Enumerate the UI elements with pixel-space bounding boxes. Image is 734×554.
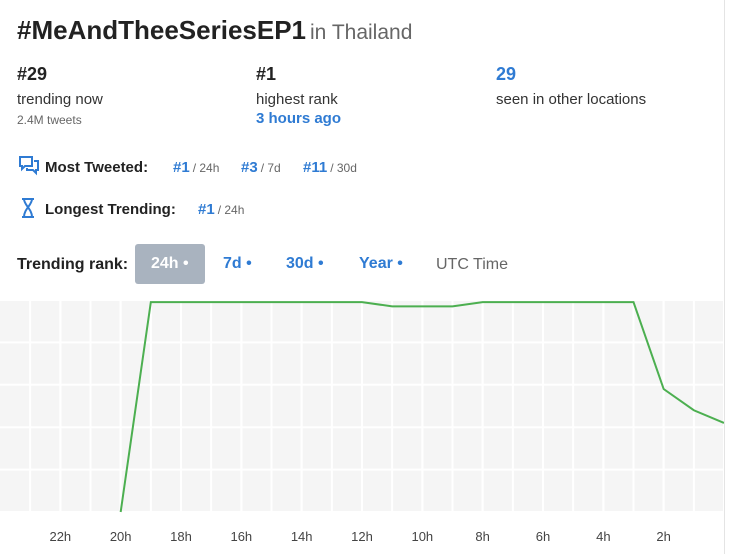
- period: / 7d: [260, 161, 281, 175]
- rank[interactable]: #1: [173, 159, 190, 176]
- trending-rank-label: Trending rank:: [17, 256, 129, 273]
- x-tick-label: 10h: [411, 529, 433, 544]
- rank-item[interactable]: #1/ 24h: [198, 201, 244, 219]
- x-tick-label: 22h: [49, 529, 71, 544]
- rank-line: [119, 301, 725, 513]
- stat-label: seen in other locations: [496, 91, 647, 108]
- rank-tab[interactable]: 7d •: [223, 255, 252, 272]
- x-tick-label: 6h: [536, 529, 550, 544]
- stat-label: highest rank: [256, 91, 338, 108]
- rank-tab[interactable]: Year •: [359, 255, 403, 272]
- timezone[interactable]: UTC Time: [436, 256, 508, 273]
- rank[interactable]: #3: [241, 159, 258, 176]
- longest-trending-label: Longest Trending:: [45, 201, 176, 218]
- hourglass-icon: [22, 198, 34, 218]
- rank[interactable]: #1: [198, 201, 215, 218]
- stat-detail: 2.4M tweets: [17, 113, 82, 127]
- period: / 24h: [217, 203, 245, 217]
- x-tick-label: 20h: [110, 529, 132, 544]
- rank-item[interactable]: #3/ 7d: [241, 159, 281, 177]
- hashtag-title: #MeAndTheeSeriesEP1 in Thailand: [17, 15, 412, 46]
- stat-value[interactable]: 29: [496, 64, 517, 84]
- tweet-icon: [19, 156, 39, 176]
- x-tick-label: 4h: [596, 529, 610, 544]
- rank-tab[interactable]: 24h •: [135, 244, 205, 284]
- x-tick-label: 16h: [230, 529, 252, 544]
- location: in Thailand: [310, 21, 413, 44]
- x-tick-label: 8h: [475, 529, 489, 544]
- rank[interactable]: #11: [303, 159, 328, 176]
- period: / 24h: [192, 161, 220, 175]
- stat-value: #29: [17, 64, 48, 84]
- rank-item[interactable]: #1/ 24h: [173, 159, 219, 177]
- stat-detail[interactable]: 3 hours ago: [256, 110, 342, 127]
- x-tick-label: 14h: [291, 529, 313, 544]
- stat-value: #1: [256, 64, 277, 84]
- rank-item[interactable]: #11/ 30d: [303, 159, 357, 177]
- x-tick-label: 18h: [170, 529, 192, 544]
- most-tweeted-label: Most Tweeted:: [45, 159, 149, 176]
- period: / 30d: [330, 161, 357, 175]
- page-edge: [724, 0, 725, 554]
- x-tick-label: 2h: [656, 529, 670, 544]
- stat-label: trending now: [17, 91, 103, 108]
- rank-tab[interactable]: 30d •: [286, 255, 324, 272]
- hashtag: #MeAndTheeSeriesEP1: [17, 15, 307, 45]
- x-tick-label: 12h: [351, 529, 373, 544]
